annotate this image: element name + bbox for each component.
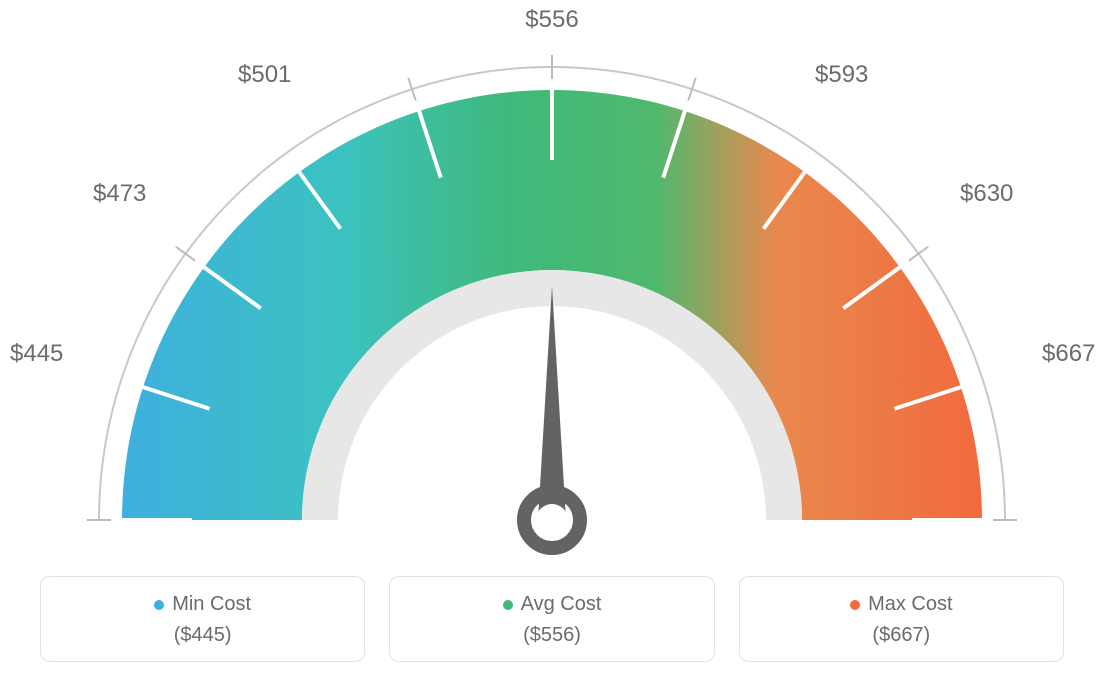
legend-card-max: Max Cost ($667) (739, 576, 1064, 662)
legend-label-min: Min Cost (172, 593, 251, 616)
legend-card-min: Min Cost ($445) (40, 576, 365, 662)
legend-dot-max (850, 600, 860, 610)
legend-value-min: ($445) (53, 624, 352, 647)
legend-dot-min (154, 600, 164, 610)
gauge-tick-label: $501 (238, 61, 291, 89)
gauge-tick-label: $445 (10, 340, 63, 368)
gauge-svg (52, 20, 1052, 580)
legend-dot-avg (503, 600, 513, 610)
gauge-tick-label: $667 (1042, 340, 1095, 368)
gauge-chart: $445 $473 $501 $556 $593 $630 $667 (0, 0, 1104, 560)
legend-label-max: Max Cost (868, 593, 952, 616)
gauge-tick-label: $593 (815, 61, 868, 89)
gauge-tick-label: $473 (93, 180, 146, 208)
legend-label-avg: Avg Cost (521, 593, 602, 616)
gauge-tick-label: $630 (960, 180, 1013, 208)
legend-row: Min Cost ($445) Avg Cost ($556) Max Cost… (40, 576, 1064, 662)
legend-card-avg: Avg Cost ($556) (389, 576, 714, 662)
legend-value-max: ($667) (752, 624, 1051, 647)
legend-value-avg: ($556) (402, 624, 701, 647)
gauge-tick-label: $556 (525, 6, 578, 34)
